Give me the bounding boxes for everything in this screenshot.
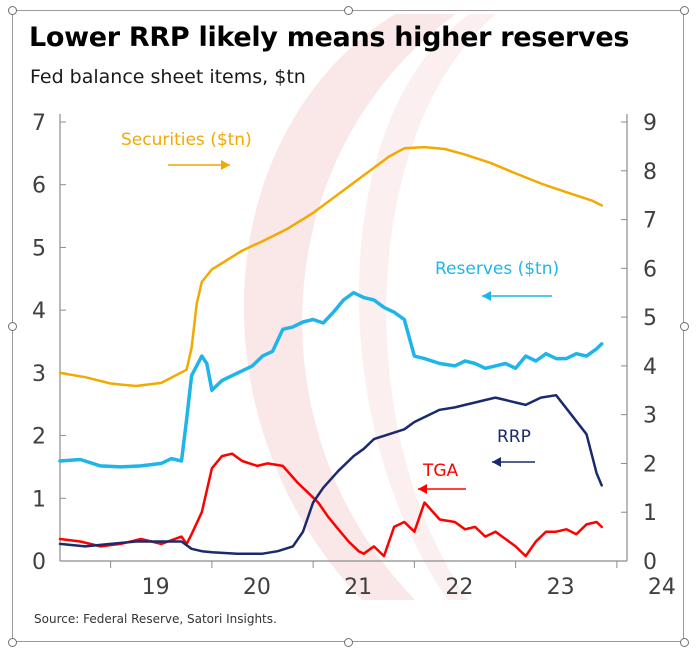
y-left-tick-label: 5	[32, 236, 46, 261]
resize-handle-middle-right[interactable]	[680, 322, 689, 331]
rrp-arrow-head	[492, 457, 501, 467]
y-right-tick-label: 1	[643, 501, 657, 526]
resize-handle-bottom-left[interactable]	[8, 638, 17, 647]
y-left-tick-label: 4	[32, 299, 46, 324]
x-tick-label: 21	[344, 575, 372, 600]
y-right-tick-label: 3	[643, 404, 657, 429]
y-right-tick-label: 9	[643, 111, 657, 136]
tga-label: TGA	[422, 461, 459, 481]
x-tick-label: 24	[648, 575, 676, 600]
y-right-tick-label: 5	[643, 306, 657, 331]
securities-line	[58, 145, 603, 388]
tga-arrow-head	[418, 484, 427, 494]
y-left-tick-label: 7	[32, 111, 46, 136]
y-left-tick-label: 0	[32, 550, 46, 575]
reserves-label: Reserves ($tn)	[435, 259, 559, 279]
watermark-swoosh-inner	[358, 14, 496, 600]
chart-title: Lower RRP likely means higher reserves	[29, 22, 630, 53]
y-left-tick-label: 2	[32, 425, 46, 450]
y-left-tick-label: 6	[32, 174, 46, 199]
x-tick-label: 19	[142, 575, 170, 600]
resize-handle-top-center[interactable]	[344, 6, 353, 15]
y-right-tick-label: 0	[643, 550, 657, 575]
resize-handle-middle-left[interactable]	[8, 322, 17, 331]
watermark-swoosh-outer	[243, 14, 456, 600]
rrp-line	[58, 393, 603, 555]
x-tick-label: 23	[547, 575, 575, 600]
resize-handle-bottom-right[interactable]	[680, 638, 689, 647]
x-tick-label: 20	[243, 575, 271, 600]
y-left-tick-label: 3	[32, 362, 46, 387]
y-right-tick-label: 7	[643, 209, 657, 234]
y-right-tick-label: 6	[643, 257, 657, 282]
resize-handle-top-right[interactable]	[680, 6, 689, 15]
chart-subtitle: Fed balance sheet items, $tn	[30, 66, 306, 88]
rrp-label: RRP	[497, 427, 531, 447]
resize-handle-top-left[interactable]	[8, 6, 17, 15]
series-labels: Securities ($tn) Reserves ($tn) RRP TGA	[121, 130, 559, 494]
y-right-tick-label: 4	[643, 355, 657, 380]
reserves-line	[58, 290, 604, 469]
y-right-tick-label: 8	[643, 160, 657, 185]
y-left-tick-label: 1	[32, 487, 46, 512]
securities-arrow-head	[221, 160, 230, 170]
y-right-tick-label: 2	[643, 452, 657, 477]
x-tick-label: 22	[445, 575, 473, 600]
source-note: Source: Federal Reserve, Satori Insights…	[34, 612, 277, 626]
reserves-arrow-head	[482, 291, 491, 301]
tga-line	[58, 452, 603, 558]
series-layer	[58, 145, 604, 558]
securities-label: Securities ($tn)	[121, 130, 252, 150]
resize-handle-bottom-center[interactable]	[344, 638, 353, 647]
